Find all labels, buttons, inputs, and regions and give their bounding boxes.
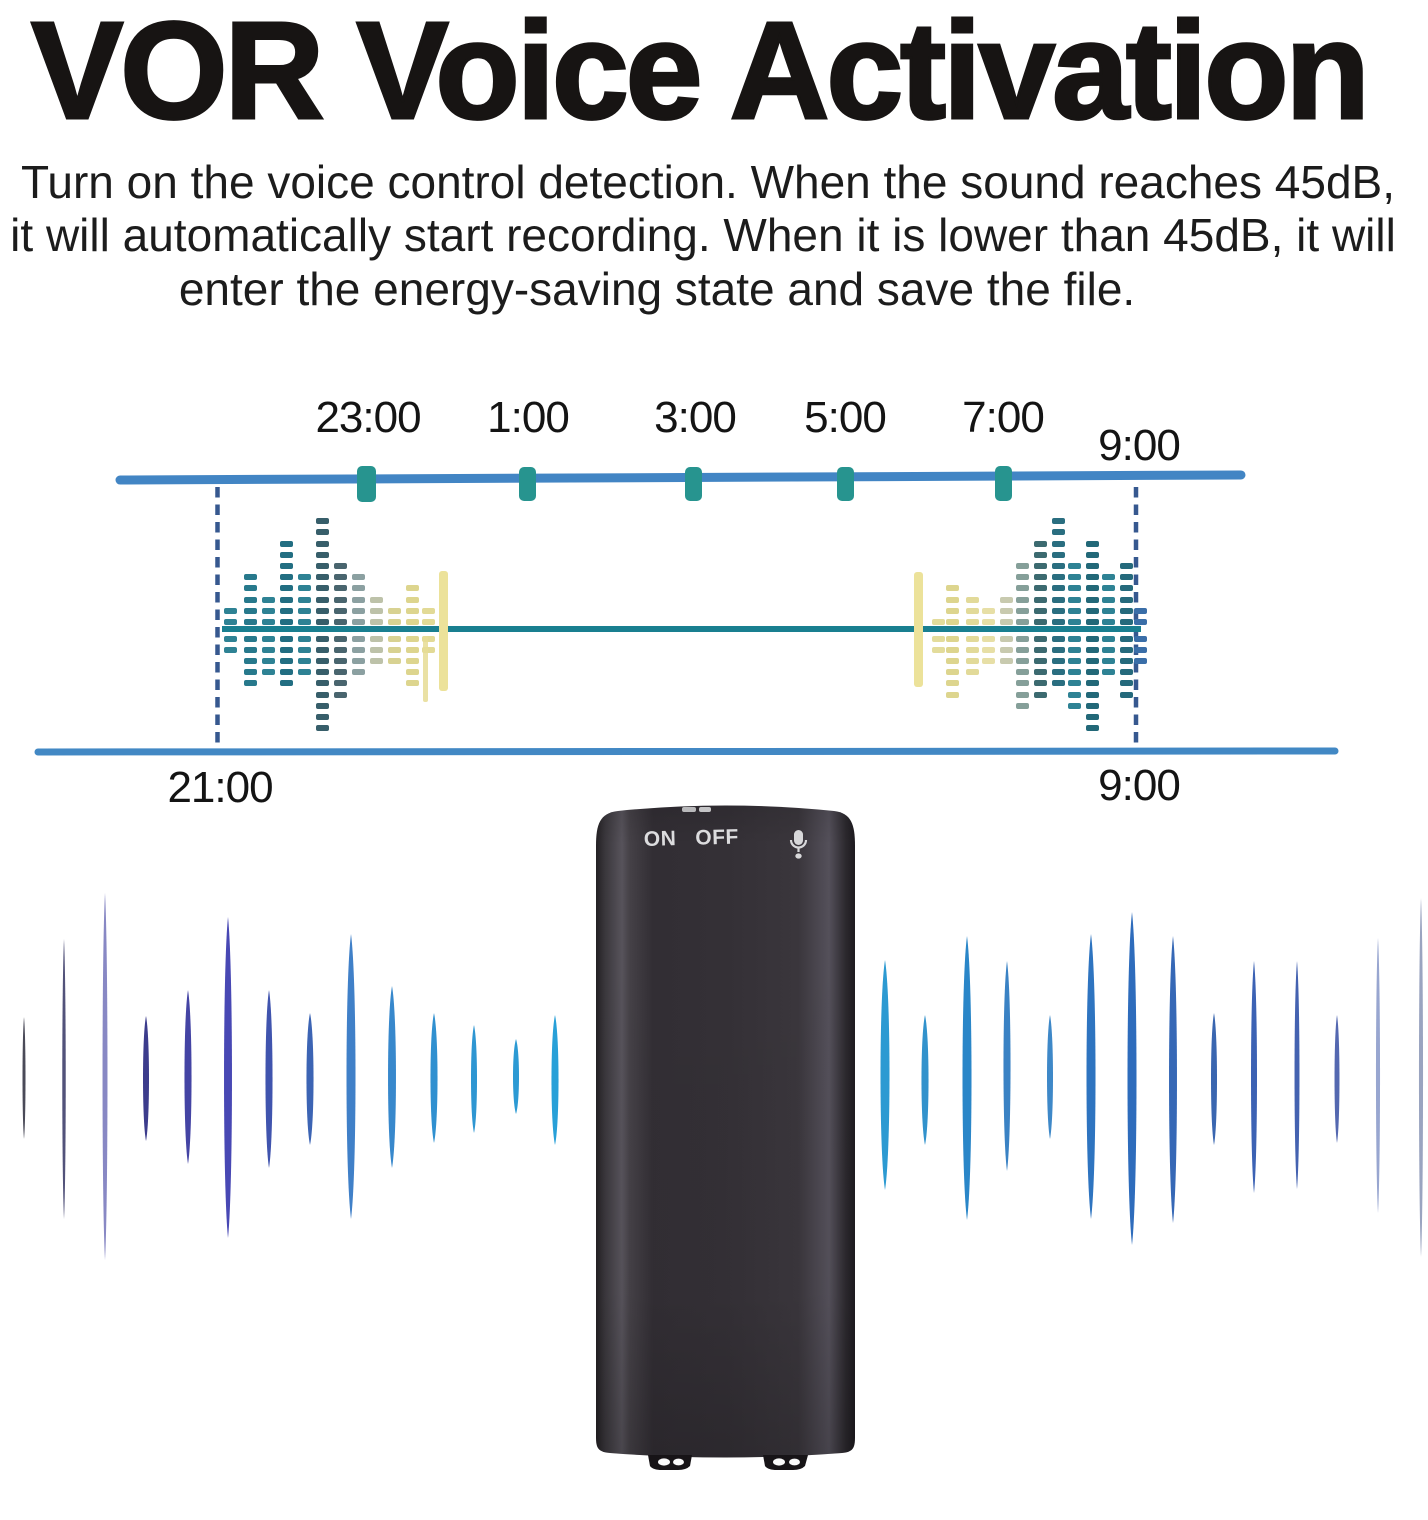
svg-text:ON OFF: ON OFF	[644, 826, 740, 851]
